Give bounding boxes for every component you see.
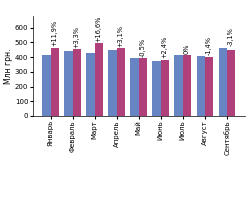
Text: +3,3%: +3,3% [73, 26, 79, 48]
Bar [72, 49, 81, 116]
Bar [196, 56, 205, 116]
Bar [161, 60, 169, 116]
Bar [174, 55, 183, 116]
Text: +16,6%: +16,6% [96, 16, 102, 42]
Text: 0%: 0% [184, 43, 190, 54]
Bar [64, 51, 72, 116]
Bar [227, 50, 235, 116]
Text: -1,4%: -1,4% [206, 36, 212, 55]
Bar [218, 48, 227, 116]
Bar [205, 57, 213, 116]
Bar [130, 58, 139, 116]
Bar [152, 61, 161, 116]
Text: -3,1%: -3,1% [228, 28, 234, 46]
Bar [183, 55, 191, 116]
Y-axis label: Млн грн.: Млн грн. [4, 48, 14, 84]
Text: +11,9%: +11,9% [51, 20, 57, 46]
Text: +3,1%: +3,1% [118, 25, 124, 47]
Bar [42, 55, 50, 116]
Text: -0,5%: -0,5% [140, 38, 145, 57]
Bar [86, 53, 95, 116]
Bar [50, 48, 59, 116]
Bar [117, 48, 125, 116]
Bar [95, 43, 103, 116]
Bar [139, 58, 147, 116]
Text: +2,4%: +2,4% [162, 36, 168, 58]
Bar [108, 50, 117, 116]
